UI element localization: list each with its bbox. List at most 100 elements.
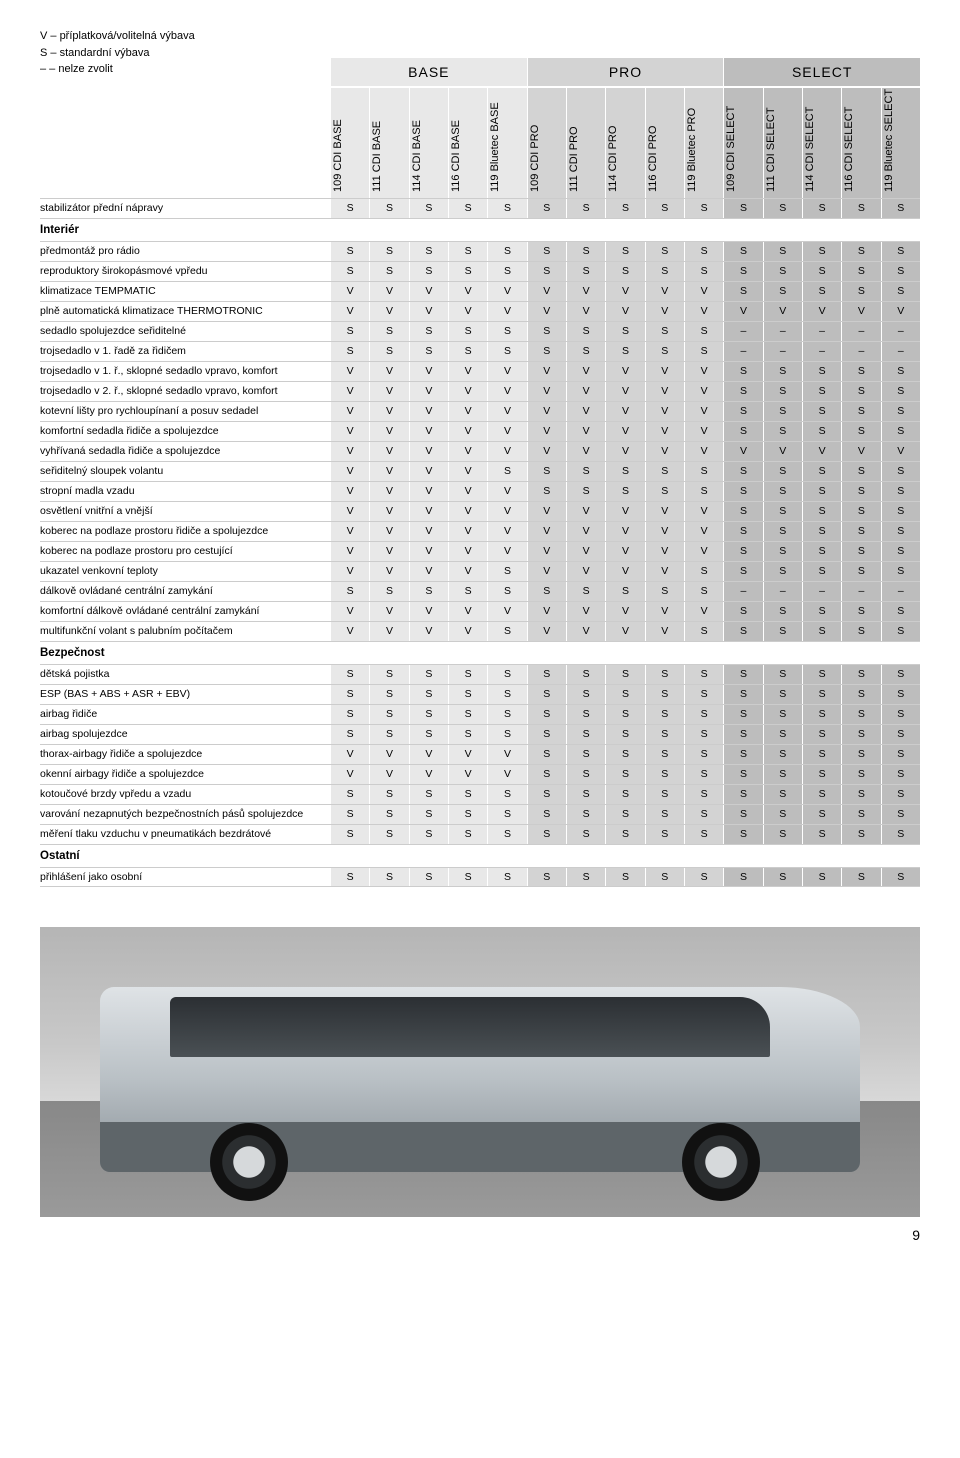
value-cell: S <box>566 825 605 844</box>
value-cell: V <box>330 462 369 481</box>
value-cell: S <box>448 685 487 704</box>
value-cell: S <box>448 665 487 684</box>
van-window-shape <box>170 997 770 1057</box>
value-cell: V <box>448 502 487 521</box>
value-cell: S <box>487 825 526 844</box>
value-cell: V <box>684 542 723 561</box>
value-cell: S <box>763 422 802 441</box>
value-cell: S <box>330 342 369 361</box>
value-cell: S <box>605 242 644 261</box>
value-cell: V <box>330 442 369 461</box>
column-header: 109 CDI PRO <box>527 88 566 198</box>
value-cell: S <box>881 785 920 804</box>
row-label: reproduktory širokopásmové vpředu <box>40 262 330 281</box>
empty-cell <box>645 219 684 241</box>
value-cell: S <box>448 825 487 844</box>
value-cell: V <box>409 522 448 541</box>
value-cell: S <box>527 825 566 844</box>
value-cell: S <box>527 765 566 784</box>
value-cell: S <box>841 665 880 684</box>
value-cell: V <box>487 442 526 461</box>
value-cell: S <box>802 725 841 744</box>
value-cell: V <box>841 302 880 321</box>
row-label: seřiditelný sloupek volantu <box>40 462 330 481</box>
empty-cell <box>684 642 723 664</box>
empty-cell <box>605 642 644 664</box>
value-cell: V <box>369 462 408 481</box>
value-cell: S <box>802 785 841 804</box>
value-cell: V <box>645 542 684 561</box>
value-cell: S <box>645 242 684 261</box>
value-cell: S <box>487 785 526 804</box>
value-cell: V <box>487 362 526 381</box>
value-cell: S <box>802 422 841 441</box>
value-cell: V <box>369 502 408 521</box>
value-cell: S <box>881 725 920 744</box>
value-cell: S <box>527 745 566 764</box>
colhead-spacer <box>40 88 330 198</box>
value-cell: S <box>802 262 841 281</box>
value-cell: S <box>802 745 841 764</box>
value-cell: V <box>605 562 644 581</box>
value-cell: V <box>605 402 644 421</box>
empty-cell <box>881 219 920 241</box>
value-cell: V <box>448 302 487 321</box>
column-header: 109 CDI SELECT <box>723 88 762 198</box>
value-cell: S <box>330 868 369 886</box>
value-cell: S <box>841 282 880 301</box>
value-cell: V <box>566 302 605 321</box>
value-cell: S <box>763 242 802 261</box>
value-cell: S <box>684 342 723 361</box>
value-cell: S <box>487 342 526 361</box>
value-cell: S <box>684 805 723 824</box>
value-cell: S <box>763 362 802 381</box>
value-cell: V <box>330 562 369 581</box>
value-cell: S <box>527 805 566 824</box>
value-cell: S <box>566 342 605 361</box>
value-cell: V <box>330 302 369 321</box>
value-cell: V <box>448 562 487 581</box>
value-cell: S <box>723 542 762 561</box>
value-cell: S <box>802 242 841 261</box>
value-cell: S <box>330 685 369 704</box>
value-cell: S <box>881 502 920 521</box>
value-cell: S <box>527 868 566 886</box>
value-cell: S <box>802 362 841 381</box>
group-header-pro: PRO <box>527 58 724 86</box>
empty-cell <box>487 845 526 867</box>
value-cell: V <box>684 442 723 461</box>
value-cell: S <box>763 502 802 521</box>
row-label: airbag spolujezdce <box>40 725 330 744</box>
value-cell: V <box>369 282 408 301</box>
value-cell: S <box>841 622 880 641</box>
value-cell: S <box>369 665 408 684</box>
table-row: koberec na podlaze prostoru řidiče a spo… <box>40 521 920 541</box>
value-cell: V <box>802 442 841 461</box>
value-cell: S <box>881 542 920 561</box>
row-cells: SSSSSSSSSSSSSSS <box>330 805 920 824</box>
value-cell: S <box>684 622 723 641</box>
value-cell: S <box>723 422 762 441</box>
value-cell: S <box>487 622 526 641</box>
row-cells: VVVVVVVVVVSSSSS <box>330 382 920 401</box>
value-cell: V <box>409 382 448 401</box>
empty-cell <box>841 642 880 664</box>
empty-cell <box>566 219 605 241</box>
row-label: airbag řidiče <box>40 705 330 724</box>
value-cell: S <box>763 482 802 501</box>
value-cell: S <box>841 262 880 281</box>
row-label: okenní airbagy řidiče a spolujezdce <box>40 765 330 784</box>
value-cell: S <box>723 685 762 704</box>
value-cell: V <box>409 602 448 621</box>
value-cell: S <box>763 685 802 704</box>
row-cells: VVVVVVVVVVSSSSS <box>330 282 920 301</box>
row-cells: SSSSSSSSSSSSSSS <box>330 785 920 804</box>
row-label: koberec na podlaze prostoru řidiče a spo… <box>40 522 330 541</box>
value-cell: S <box>763 562 802 581</box>
value-cell: V <box>409 562 448 581</box>
value-cell: S <box>841 705 880 724</box>
value-cell: S <box>723 868 762 886</box>
value-cell: S <box>330 262 369 281</box>
value-cell: S <box>527 342 566 361</box>
row-label: klimatizace TEMPMATIC <box>40 282 330 301</box>
